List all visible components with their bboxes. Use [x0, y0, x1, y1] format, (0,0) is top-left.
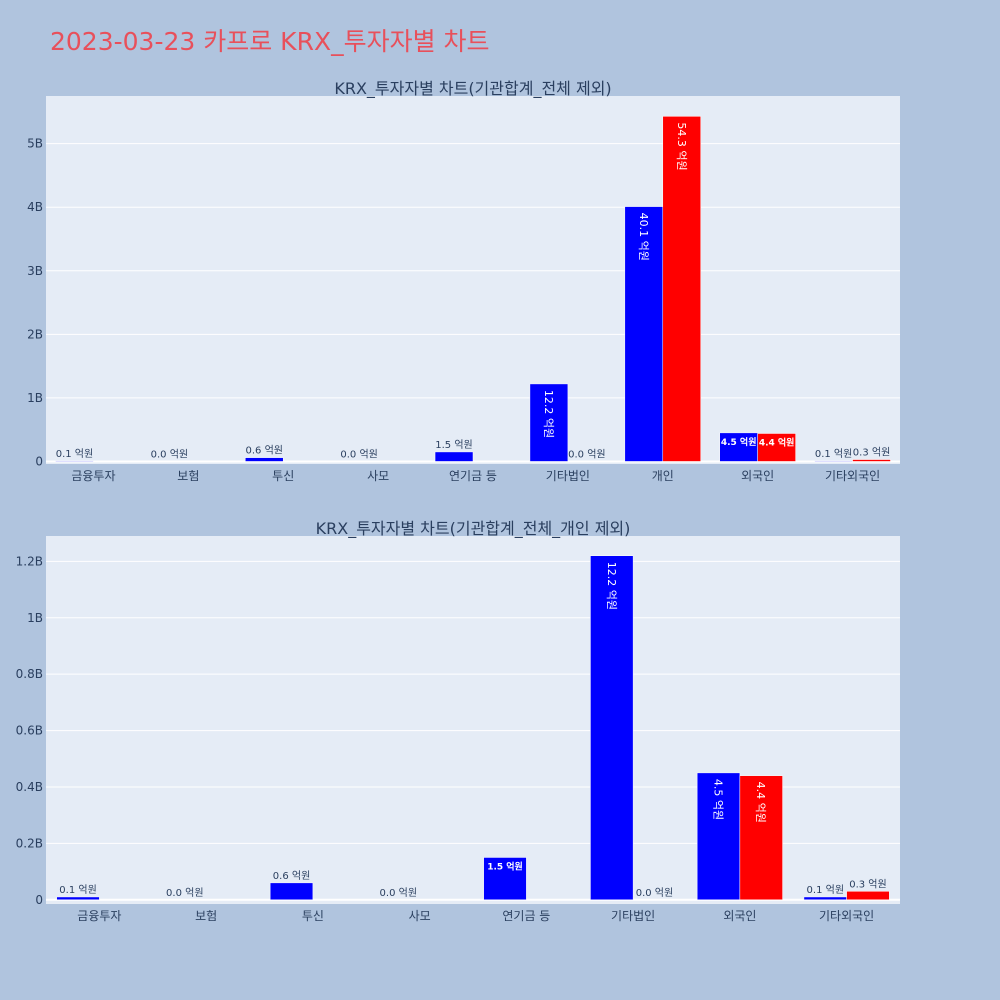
y-tick-label: 1B: [27, 611, 43, 625]
data-label: 12.2 억원: [605, 562, 618, 610]
x-tick-label: 외국인: [741, 469, 774, 483]
bar: [55, 460, 94, 462]
y-tick-label: 0: [35, 454, 43, 468]
x-tick-label: 연기금 등: [502, 909, 550, 923]
bar: [483, 857, 527, 901]
y-tick-label: 0.8B: [16, 667, 43, 681]
bar: [269, 882, 314, 901]
data-label: 4.4 억원: [754, 782, 767, 823]
bar: [529, 383, 569, 462]
y-tick-label: 0.2B: [16, 836, 43, 850]
data-label: 0.1 억원: [807, 884, 844, 896]
data-label: 0.1 억원: [56, 448, 93, 460]
bar: [56, 896, 100, 901]
x-tick-label: 기타외국인: [819, 909, 874, 923]
y-tick-label: 0.6B: [16, 724, 43, 738]
bar: [739, 775, 783, 901]
x-tick-label: 보험: [195, 909, 217, 923]
bar: [590, 555, 634, 901]
y-tick-label: 1B: [27, 391, 43, 405]
data-label: 0.0 억원: [166, 887, 203, 899]
bar: [852, 459, 891, 462]
bar: [662, 116, 701, 462]
y-tick-label: 4B: [27, 200, 43, 214]
y-tick-label: 0.4B: [16, 780, 43, 794]
data-label: 4.5 억원: [721, 436, 757, 448]
bar: [803, 896, 847, 901]
chart-title: KRX_투자자별 차트(기관합계_전체 제외): [334, 79, 611, 99]
bar: [696, 772, 741, 901]
x-tick-label: 사모: [409, 909, 431, 923]
bar: [719, 432, 758, 462]
bar: [846, 891, 890, 901]
x-tick-label: 외국인: [723, 909, 756, 923]
x-tick-label: 기타법인: [611, 909, 655, 923]
data-label: 40.1 억원: [637, 213, 650, 261]
page-title: 2023-03-23 카프로 KRX_투자자별 차트: [50, 27, 490, 56]
bar: [624, 206, 664, 462]
data-label: 0.0 억원: [340, 448, 377, 460]
x-tick-label: 기타법인: [546, 469, 590, 483]
y-tick-label: 3B: [27, 264, 43, 278]
x-tick-label: 금융투자: [77, 909, 121, 923]
x-tick-label: 투신: [302, 909, 324, 923]
y-tick-label: 1.2B: [16, 554, 43, 568]
x-tick-label: 개인: [652, 469, 674, 483]
bar: [757, 433, 796, 462]
bar: [814, 460, 853, 462]
x-tick-label: 보험: [177, 469, 199, 483]
chart-title: KRX_투자자별 차트(기관합계_전체_개인 제외): [316, 519, 631, 539]
data-label: 0.6 억원: [273, 870, 310, 882]
data-label: 0.0 억원: [380, 887, 417, 899]
y-tick-label: 5B: [27, 137, 43, 151]
data-label: 54.3 억원: [675, 122, 688, 170]
x-tick-label: 사모: [367, 469, 389, 483]
data-label: 12.2 억원: [542, 390, 555, 438]
data-label: 0.0 억원: [636, 887, 673, 899]
x-tick-label: 투신: [272, 469, 294, 483]
data-label: 0.1 억원: [59, 884, 96, 896]
data-label: 4.4 억원: [759, 436, 795, 448]
chart-1: 0 1B 2B 3B 4B 5B KRX_투자자별 차트(기관합계_전체 제외) 금융투자 0.…: [27, 79, 900, 483]
bar: [434, 451, 474, 462]
data-label: 0.3 억원: [853, 447, 890, 459]
x-tick-label: 금융투자: [71, 469, 115, 483]
x-tick-label: 연기금 등: [449, 469, 497, 483]
data-label: 0.0 억원: [151, 448, 188, 460]
data-label: 1.5 억원: [487, 860, 523, 872]
data-label: 1.5 억원: [435, 439, 472, 451]
y-tick-label: 0: [35, 893, 43, 907]
data-label: 4.5 억원: [712, 779, 725, 820]
data-label: 0.3 억원: [849, 878, 886, 890]
data-label: 0.1 억원: [815, 448, 852, 460]
chart-2: 0 0.2B 0.4B 0.6B 0.8B 1B 1.2B KRX_투자자별 차트(기관합계_…: [16, 519, 900, 923]
data-label: 0.6 억원: [246, 445, 283, 457]
x-tick-label: 기타외국인: [825, 469, 880, 483]
data-label: 0.0 억원: [568, 448, 605, 460]
y-tick-label: 2B: [27, 327, 43, 341]
bar: [245, 457, 284, 462]
plot-area: [46, 96, 900, 464]
